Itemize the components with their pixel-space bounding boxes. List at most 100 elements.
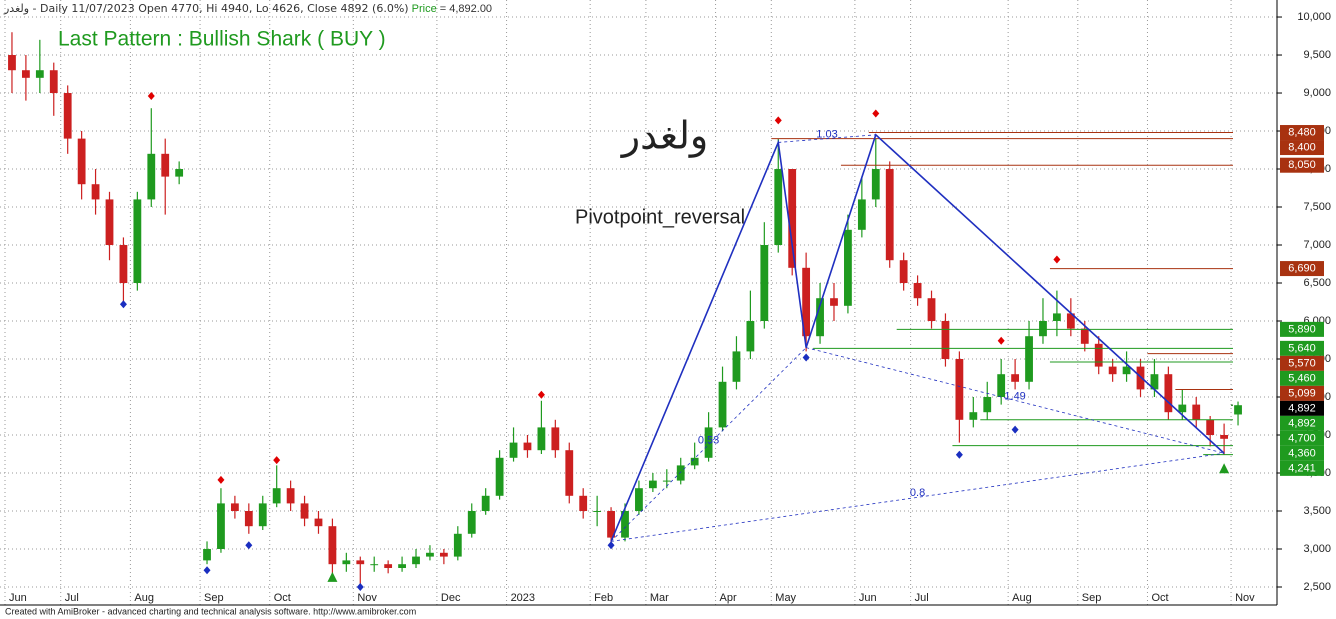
candle-body (1192, 404, 1201, 420)
level-label: 4,700 (1288, 432, 1316, 444)
indicator-title: Pivotpoint_reversal (575, 206, 745, 228)
pivot-marker (1219, 463, 1230, 474)
header: ولغدر - Daily 11/07/2023 Open 4770, Hi 4… (3, 2, 492, 15)
y-tick-label: 6,500 (1303, 277, 1331, 289)
candle-body (77, 138, 86, 185)
level-label: 4,241 (1288, 462, 1316, 474)
level-label: 8,050 (1288, 159, 1316, 171)
level-label: 4,892 (1288, 402, 1316, 414)
y-tick-label: 7,500 (1303, 201, 1331, 213)
candle-body (509, 442, 518, 458)
level-label-box (1280, 385, 1324, 401)
candle-body (537, 427, 546, 451)
y-tick-label: 9,500 (1303, 49, 1331, 61)
candle-body (1136, 366, 1145, 390)
candle-body (244, 510, 253, 527)
x-tick-label: Jul (65, 592, 79, 604)
candle-body (579, 495, 588, 511)
pivot-marker (997, 336, 1005, 345)
candle-body (648, 480, 657, 489)
candle-body (676, 465, 685, 481)
candle-body (328, 526, 337, 565)
pattern-title: Last Pattern : Bullish Shark ( BUY ) (58, 28, 386, 51)
level-label-box (1280, 355, 1324, 371)
candle-body (551, 427, 560, 451)
candle-body (203, 548, 211, 561)
candle-body (147, 153, 156, 200)
grid (0, 0, 1277, 605)
candle-body (1039, 321, 1047, 337)
candle-body (370, 564, 379, 566)
candle-body (481, 495, 490, 511)
candle-body (969, 412, 978, 420)
level-label: 5,570 (1288, 357, 1316, 369)
x-tick-label: Dec (441, 592, 461, 604)
candle-body (161, 153, 170, 177)
level-label-box (1280, 157, 1324, 173)
level-label-box (1280, 430, 1324, 446)
candle-body (8, 55, 16, 71)
candle-body (133, 199, 142, 284)
candle-body (1206, 419, 1215, 435)
candle-body (217, 503, 225, 549)
pattern-leg (778, 134, 876, 143)
header-info: ولغدر - Daily 11/07/2023 Open 4770, Hi 4… (3, 2, 409, 15)
level-label-box (1280, 140, 1324, 156)
candle-body (384, 564, 393, 568)
candle-body (356, 560, 365, 565)
level-label: 5,890 (1288, 323, 1316, 335)
y-tick-label: 2,500 (1303, 581, 1331, 593)
x-tick-label: Oct (1151, 592, 1168, 604)
candle-body (662, 480, 671, 482)
candle-body (105, 199, 114, 246)
level-label-box (1280, 321, 1324, 337)
candle-body (63, 93, 72, 139)
header-price-value: = 4,892.00 (440, 3, 492, 15)
candle-body (49, 70, 58, 94)
candle-body (119, 245, 128, 284)
candle-body (35, 70, 44, 78)
y-tick-label: 10,000 (1297, 11, 1331, 23)
candle-body (21, 70, 30, 78)
level-label: 5,099 (1288, 387, 1316, 399)
candle-body (342, 560, 351, 565)
candle-body (788, 169, 797, 268)
symbol-title: ولغدر (620, 114, 709, 159)
candle-body (398, 564, 406, 568)
pivot-marker (273, 456, 281, 465)
x-tick-label: Jun (9, 592, 27, 604)
candle-body (593, 510, 602, 512)
plot: 1.03 0.53 1.49 0.8 (8, 32, 1242, 591)
candle-body (885, 169, 894, 261)
level-label: 5,640 (1288, 342, 1316, 354)
candle-body (913, 283, 922, 299)
candle-body (955, 359, 964, 420)
candle-body (732, 351, 741, 382)
candle-body (690, 457, 699, 466)
candle-body (899, 260, 908, 284)
level-label-box (1280, 400, 1324, 416)
candle-body (760, 245, 769, 322)
candle-body (412, 556, 420, 565)
candle-body (635, 488, 643, 511)
pivot-marker (607, 541, 615, 550)
candle-body (300, 503, 309, 519)
x-tick-label: Feb (594, 592, 613, 604)
candle-body (621, 510, 629, 538)
pivot-marker (327, 571, 338, 582)
level-label: 4,892 (1288, 417, 1316, 429)
candle-body (746, 321, 755, 352)
candle-body (1025, 336, 1033, 382)
candle-body (1108, 366, 1117, 375)
x-tick-label: Oct (274, 592, 291, 604)
pattern-leg (610, 347, 807, 542)
pivot-marker (802, 353, 810, 362)
x-tick-label: Sep (204, 592, 224, 604)
level-label-box (1280, 370, 1324, 386)
candle-body (258, 503, 267, 527)
candle-body (927, 298, 936, 322)
candle-body (704, 427, 713, 458)
x-tick-label: Nov (357, 592, 377, 604)
candle-body (997, 374, 1006, 398)
